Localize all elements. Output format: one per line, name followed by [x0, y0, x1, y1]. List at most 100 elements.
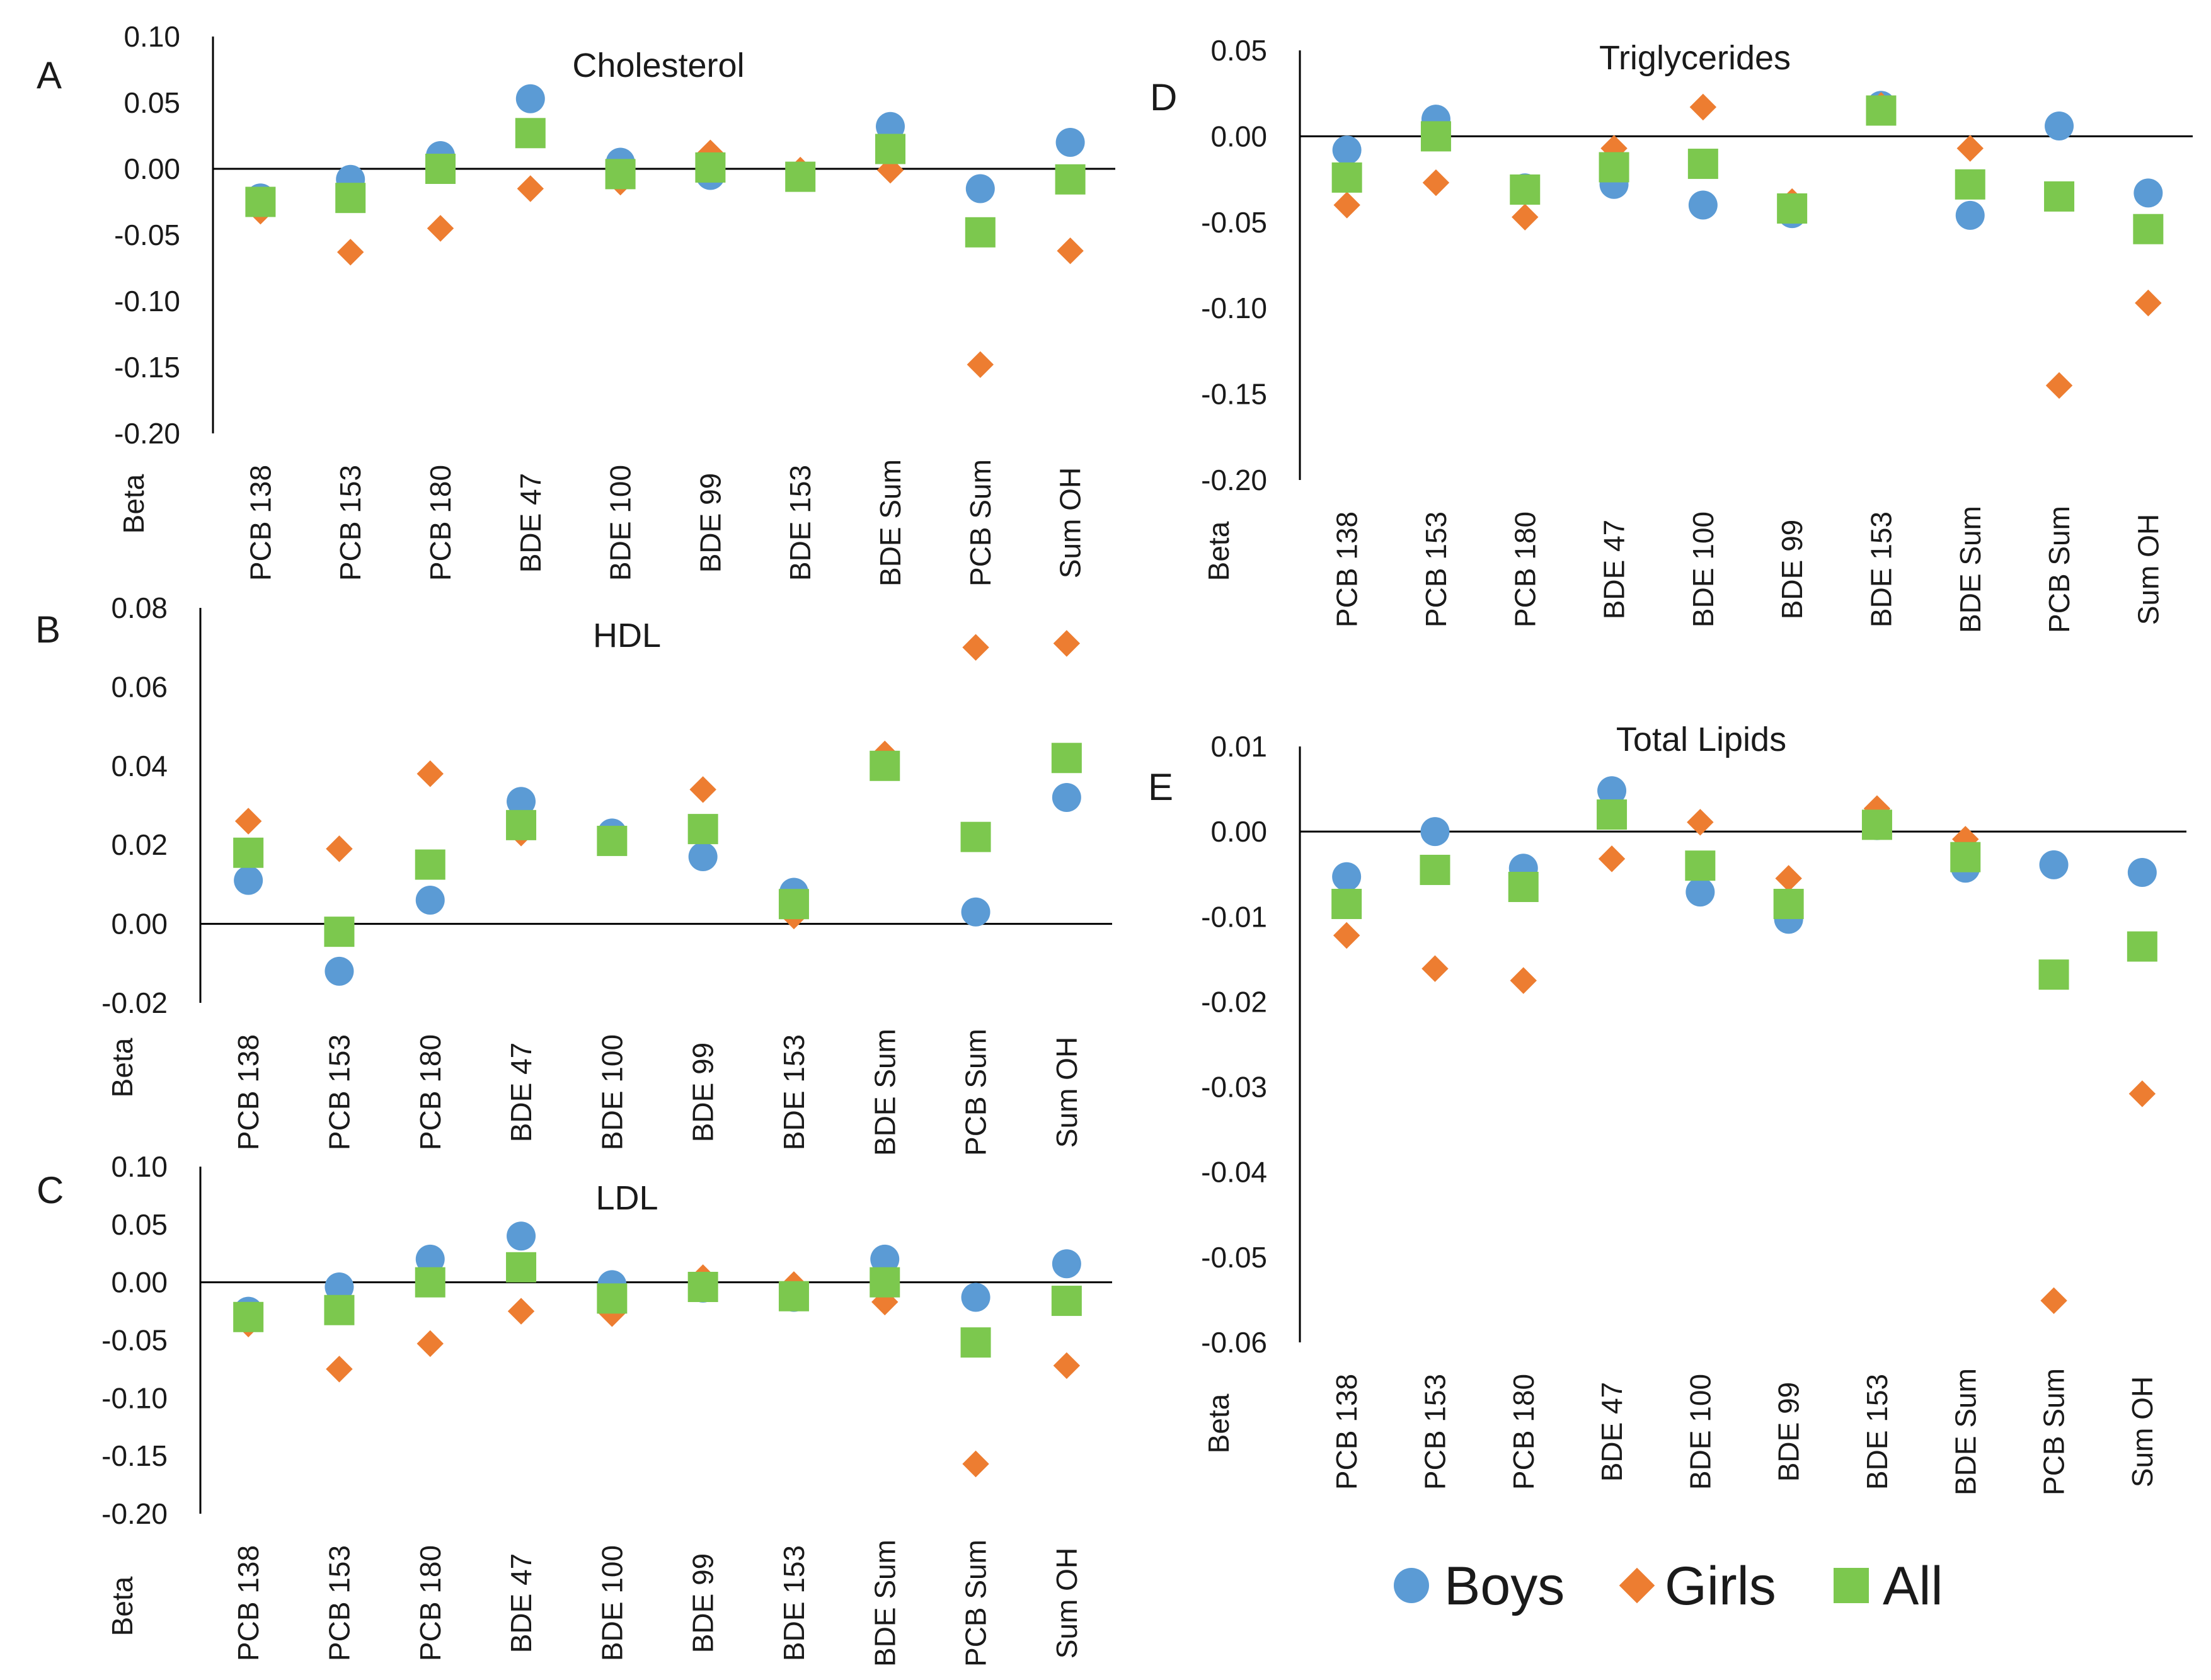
- point-girls: [1510, 967, 1537, 994]
- y-tick-label: -0.02: [1201, 985, 1267, 1018]
- category-label: BDE 153: [778, 1034, 810, 1150]
- point-boys: [961, 1283, 991, 1312]
- point-all: [1331, 889, 1362, 920]
- category-label: Sum OH: [2126, 1376, 2159, 1487]
- point-all: [605, 159, 636, 190]
- category-label: PCB 180: [414, 1545, 447, 1661]
- y-tick-label: -0.04: [1201, 1156, 1267, 1189]
- point-all: [233, 837, 264, 868]
- category-label: BDE 47: [505, 1553, 537, 1654]
- category-label: BDE Sum: [1949, 1368, 1982, 1495]
- point-all: [415, 1267, 445, 1298]
- category-label: BDE 100: [595, 1034, 628, 1150]
- y-tick-label: 0.01: [1210, 730, 1267, 763]
- point-all: [2038, 959, 2069, 990]
- point-girls: [1057, 237, 1084, 265]
- y-tick-label: 0.00: [1210, 120, 1267, 152]
- point-girls: [1422, 169, 1450, 197]
- panel-label: D: [1150, 76, 1177, 118]
- category-label: BDE Sum: [868, 1540, 901, 1667]
- point-girls: [1687, 809, 1714, 836]
- y-tick-label: 0.08: [111, 591, 168, 624]
- point-all: [1051, 1286, 1082, 1317]
- point-girls: [1421, 955, 1449, 982]
- panel-a: A Cholesterol 0.10 0.05 0.00 -0.05 -0.10 -0.15 -…: [37, 20, 1115, 586]
- category-label: BDE 100: [1684, 1374, 1716, 1490]
- point-girls: [2045, 372, 2073, 399]
- panel-label: B: [35, 609, 60, 651]
- category-label: BDE 47: [1598, 520, 1631, 620]
- point-boys: [1332, 862, 1362, 891]
- point-girls: [1775, 865, 1802, 892]
- chart-panels: A Cholesterol 0.10 0.05 0.00 -0.05 -0.10 -0.15 -…: [35, 20, 2193, 1667]
- point-boys: [1688, 190, 1718, 220]
- point-boys: [965, 174, 995, 203]
- panel-label: C: [37, 1169, 64, 1211]
- point-boys: [507, 1221, 536, 1251]
- point-girls: [234, 808, 262, 835]
- category-label: PCB Sum: [960, 1540, 992, 1667]
- y-tick-label: -0.10: [101, 1381, 168, 1414]
- y-tick-label: -0.15: [114, 351, 180, 384]
- point-all: [1420, 121, 1451, 152]
- y-tick-label: -0.20: [114, 417, 180, 450]
- point-girls: [326, 835, 353, 862]
- category-label: BDE 153: [1861, 1374, 1893, 1490]
- y-tick-label: -0.01: [1201, 900, 1267, 933]
- category-label: PCB Sum: [2038, 1368, 2070, 1495]
- point-all: [1861, 809, 1892, 840]
- point-boys: [415, 1244, 445, 1274]
- point-boys: [2127, 858, 2157, 888]
- point-all: [2133, 214, 2164, 244]
- point-girls: [1512, 203, 1539, 231]
- point-boys: [876, 111, 905, 141]
- panel-label: A: [37, 54, 62, 96]
- point-girls: [962, 1450, 989, 1478]
- y-tick-label: -0.20: [101, 1497, 168, 1530]
- point-boys: [507, 787, 536, 816]
- y-tick-label: -0.20: [1201, 464, 1267, 496]
- y-tick-label: 0.05: [1210, 34, 1267, 67]
- point-all: [965, 217, 996, 248]
- panel-label: E: [1148, 766, 1173, 808]
- category-label: BDE Sum: [874, 459, 907, 586]
- y-axis-label: Beta: [117, 474, 150, 534]
- category-label: BDE 99: [694, 473, 726, 573]
- point-all: [687, 1272, 718, 1303]
- category-label: PCB Sum: [960, 1029, 992, 1156]
- category-label: PCB 153: [323, 1034, 355, 1150]
- point-boys: [1055, 128, 1085, 157]
- point-all: [324, 917, 355, 947]
- point-boys: [515, 84, 545, 113]
- point-all: [1508, 871, 1539, 902]
- point-all: [515, 118, 546, 149]
- point-all: [1597, 799, 1628, 830]
- point-all: [875, 134, 905, 164]
- point-boys: [415, 885, 445, 915]
- point-all: [785, 161, 816, 192]
- point-girls: [1053, 1352, 1081, 1380]
- point-boys: [2045, 111, 2074, 141]
- point-all: [1420, 854, 1450, 885]
- point-boys: [1052, 782, 1081, 812]
- point-girls: [2040, 1287, 2067, 1314]
- point-boys: [1597, 776, 1627, 806]
- category-label: PCB 180: [1507, 1374, 1540, 1490]
- y-tick-label: 0.05: [123, 86, 180, 119]
- panel-title: Cholesterol: [572, 47, 744, 84]
- point-boys: [2039, 850, 2069, 879]
- category-label: PCB 180: [414, 1034, 447, 1150]
- legend-label-boys: Boys: [1444, 1556, 1565, 1616]
- category-label: Sum OH: [1050, 1037, 1083, 1148]
- point-all: [687, 814, 718, 845]
- panel-b: B HDL 0.08 0.06 0.04 0.02 0.00 -0.02 Beta PCB 138…: [35, 591, 1112, 1156]
- point-all: [233, 1301, 264, 1332]
- y-axis-label: Beta: [1202, 1393, 1235, 1453]
- point-boys: [1052, 1249, 1081, 1279]
- category-label: Sum OH: [2132, 514, 2164, 625]
- point-all: [1051, 743, 1082, 774]
- category-label: BDE 100: [604, 465, 637, 581]
- point-boys: [234, 866, 263, 895]
- y-tick-label: 0.00: [111, 908, 168, 940]
